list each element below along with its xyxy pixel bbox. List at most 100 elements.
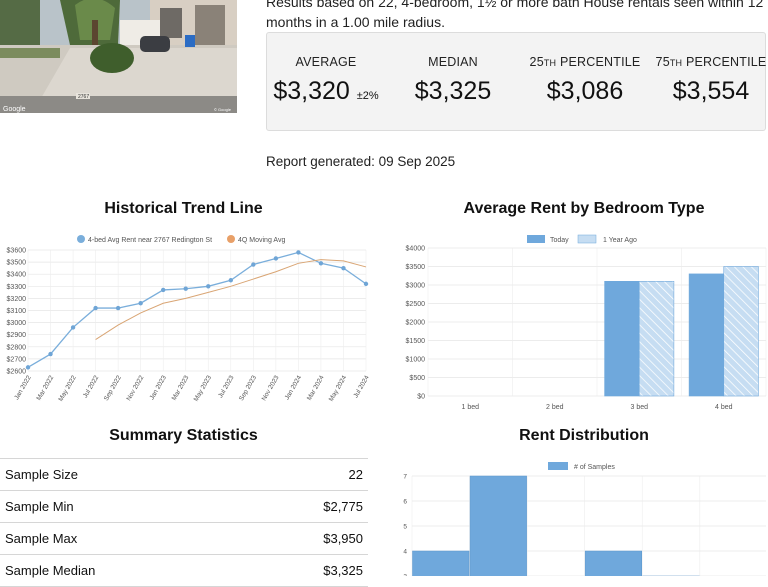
trend-y-tick: $3300 <box>7 284 27 291</box>
avg-rent-point <box>48 351 53 357</box>
legend-swatch-avg-rent <box>77 235 85 243</box>
trend-y-tick: $3500 <box>7 260 27 267</box>
trend-x-tick: Jan 2024 <box>284 374 304 401</box>
bed-y-tick: $3500 <box>406 264 426 271</box>
dist-y-tick: 4 <box>403 549 407 556</box>
bar-year-ago <box>723 266 759 397</box>
trend-x-tick: Jul 2024 <box>352 374 370 399</box>
distribution-bar <box>469 475 527 576</box>
dist-y-tick: 6 <box>403 499 407 506</box>
historical-trend-title: Historical Trend Line <box>104 200 263 217</box>
results-description-line-1: Results based on 22, 4-bedroom, 1½ or mo… <box>266 0 764 10</box>
stat-average-margin: ±2% <box>356 90 379 102</box>
avg-rent-line <box>27 251 367 368</box>
bed-y-tick: $4000 <box>406 246 426 253</box>
summary-row-value: $2,775 <box>245 490 368 523</box>
summary-statistics-title: Summary Statistics <box>109 427 258 444</box>
trend-y-tick: $3000 <box>7 320 27 327</box>
trend-y-tick: $3200 <box>7 296 27 303</box>
avg-rent-point <box>228 278 233 283</box>
trend-x-tick: Mar 2024 <box>306 374 326 402</box>
trend-y-tick: $3600 <box>7 248 27 255</box>
legend-swatch-samples <box>548 462 568 470</box>
summary-row-value: 22 <box>245 458 368 491</box>
stat-75th-label: 75TH PERCENTILE <box>655 55 767 69</box>
trend-x-tick: May 2023 <box>193 374 214 403</box>
stat-median-value: $3,325 <box>414 77 492 105</box>
stat-25th-label: 25TH PERCENTILE <box>529 55 641 69</box>
distribution-bar <box>412 550 470 576</box>
avg-rent-point <box>138 301 143 306</box>
legend-today: Today <box>550 237 569 244</box>
trend-y-tick: $2900 <box>7 332 27 339</box>
bar-today <box>604 280 640 397</box>
summary-row-label: Sample Size <box>0 458 246 491</box>
trend-y-tick: $2800 <box>7 344 27 351</box>
summary-row-label: Sample Median <box>0 554 246 587</box>
summary-statistics-table: Sample Size 22 Sample Min $2,775 Sample Max $… <box>0 458 368 587</box>
bed-y-tick: $1500 <box>406 338 426 345</box>
legend-swatch-moving-avg <box>227 235 235 243</box>
legend-swatch-year-ago <box>577 234 597 244</box>
house-photo: 2767 Google © Google <box>0 0 237 113</box>
avg-rent-point <box>273 256 279 261</box>
bed-x-tick: 4 bed <box>715 404 733 411</box>
trend-x-tick: May 2022 <box>57 374 78 403</box>
trend-x-tick: May 2024 <box>328 374 349 403</box>
avg-rent-point <box>206 284 211 289</box>
rent-stats-panel: AVERAGE $3,320 ±2% MEDIAN $3,325 25TH PE… <box>266 32 766 131</box>
trend-x-tick: Jul 2023 <box>217 374 236 399</box>
legend-year-ago: 1 Year Ago <box>603 237 637 244</box>
bed-y-tick: $3000 <box>406 283 426 290</box>
distribution-bar <box>584 550 642 576</box>
copyright-mark: © Google <box>214 107 232 112</box>
avg-rent-point <box>25 365 31 370</box>
bar-year-ago <box>638 280 675 397</box>
results-description-line-2: months in a 1.00 mile radius. <box>266 14 445 30</box>
avg-rent-point <box>318 261 324 266</box>
dist-y-tick: 5 <box>403 524 407 531</box>
house-number: 2767 <box>78 94 89 100</box>
bed-y-tick: $2500 <box>406 301 426 308</box>
bed-y-tick: $0 <box>417 394 425 401</box>
google-watermark: Google <box>3 106 26 113</box>
bed-y-tick: $2000 <box>406 320 426 327</box>
bedroom-rent-chart: Today 1 Year Ago $0 $500 $1000 $1500 $2000 $2… <box>406 234 767 411</box>
legend-samples: # of Samples <box>574 464 615 471</box>
rent-distribution-chart: # of Samples 3 4 5 6 7 <box>403 462 766 577</box>
trend-x-tick: Nov 2022 <box>125 374 145 402</box>
summary-row-value: $3,325 <box>245 554 368 587</box>
bed-y-tick: $1000 <box>406 357 426 364</box>
summary-row: Sample Median $3,325 <box>0 554 368 587</box>
avg-rent-point <box>341 265 346 271</box>
stat-average-label: AVERAGE <box>295 55 357 69</box>
trend-x-tick: Mar 2023 <box>171 374 191 402</box>
bedroom-rent-title: Average Rent by Bedroom Type <box>463 200 705 217</box>
summary-row-value: $3,950 <box>245 522 368 555</box>
trend-y-tick: $2700 <box>7 356 27 363</box>
report-generated-date: Report generated: 09 Sep 2025 <box>266 154 456 169</box>
results-description: Results based on 22, 4-bedroom, 1½ or mo… <box>266 0 766 32</box>
bed-x-tick: 1 bed <box>461 404 479 411</box>
avg-rent-point <box>115 305 121 311</box>
legend-swatch-today <box>527 235 545 243</box>
dist-y-tick: 7 <box>403 474 407 481</box>
summary-row-label: Sample Max <box>0 522 246 555</box>
trend-x-tick: Jan 2023 <box>148 374 168 401</box>
summary-row: Sample Max $3,950 <box>0 522 368 555</box>
stat-median-label: MEDIAN <box>428 55 478 69</box>
trend-x-tick: Nov 2023 <box>261 374 281 402</box>
stat-25th-value: $3,086 <box>546 77 624 105</box>
trend-x-tick: Mar 2022 <box>35 374 55 402</box>
avg-rent-point <box>70 325 76 330</box>
trend-y-tick: $2600 <box>7 369 27 376</box>
bed-x-tick: 2 bed <box>546 404 564 411</box>
dist-y-tick: 3 <box>403 574 407 577</box>
summary-row: Sample Min $2,775 <box>0 490 368 523</box>
avg-rent-point <box>161 287 166 293</box>
trend-y-tick: $3100 <box>7 308 27 315</box>
rent-distribution-title: Rent Distribution <box>519 427 649 444</box>
moving-avg-line <box>95 259 367 340</box>
bed-x-tick: 3 bed <box>630 404 648 411</box>
avg-rent-point <box>296 250 301 255</box>
